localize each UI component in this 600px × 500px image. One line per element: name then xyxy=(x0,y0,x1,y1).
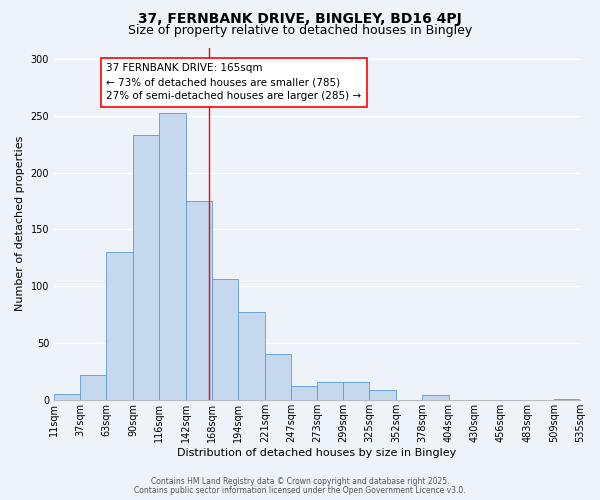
X-axis label: Distribution of detached houses by size in Bingley: Distribution of detached houses by size … xyxy=(178,448,457,458)
Bar xyxy=(133,135,160,400)
Bar xyxy=(80,375,106,400)
Bar xyxy=(422,395,449,400)
Bar xyxy=(212,280,238,400)
Bar xyxy=(369,390,397,400)
Bar xyxy=(554,398,580,400)
Bar xyxy=(291,386,317,400)
Text: Contains HM Land Registry data © Crown copyright and database right 2025.: Contains HM Land Registry data © Crown c… xyxy=(151,477,449,486)
Bar xyxy=(54,394,80,400)
Bar xyxy=(343,382,369,400)
Bar xyxy=(317,382,343,400)
Text: 37 FERNBANK DRIVE: 165sqm
← 73% of detached houses are smaller (785)
27% of semi: 37 FERNBANK DRIVE: 165sqm ← 73% of detac… xyxy=(106,64,361,102)
Text: Contains public sector information licensed under the Open Government Licence v3: Contains public sector information licen… xyxy=(134,486,466,495)
Bar xyxy=(185,201,212,400)
Bar xyxy=(106,252,133,400)
Y-axis label: Number of detached properties: Number of detached properties xyxy=(15,136,25,312)
Bar xyxy=(265,354,291,400)
Bar xyxy=(238,312,265,400)
Text: 37, FERNBANK DRIVE, BINGLEY, BD16 4PJ: 37, FERNBANK DRIVE, BINGLEY, BD16 4PJ xyxy=(138,12,462,26)
Text: Size of property relative to detached houses in Bingley: Size of property relative to detached ho… xyxy=(128,24,472,37)
Bar xyxy=(160,114,185,400)
